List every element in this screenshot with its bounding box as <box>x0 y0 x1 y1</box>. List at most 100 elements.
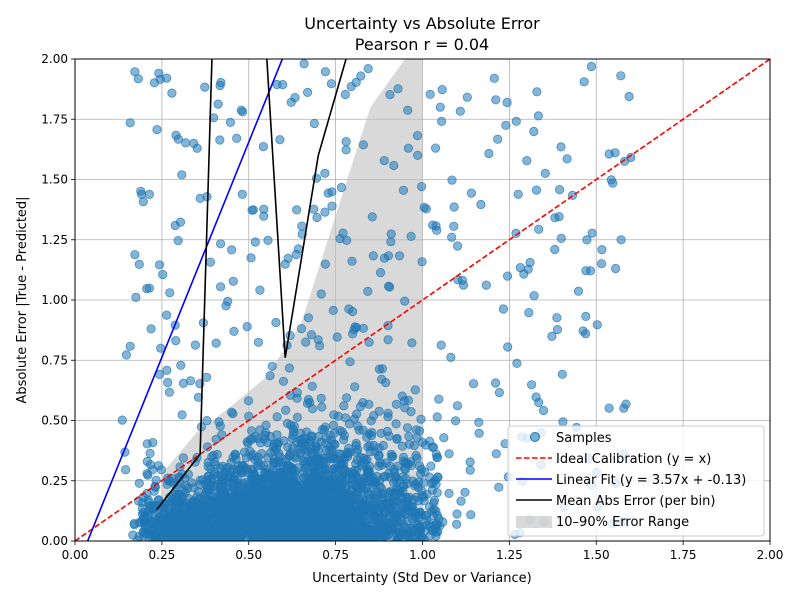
sample-point <box>415 469 426 479</box>
sample-point <box>253 457 263 467</box>
sample-point <box>327 527 337 537</box>
sample-point <box>379 156 389 166</box>
sample-point <box>432 412 442 422</box>
sample-point <box>148 437 158 448</box>
sample-point <box>253 473 263 484</box>
sample-point <box>215 135 225 145</box>
sample-point <box>278 376 289 386</box>
sample-point <box>616 71 626 81</box>
sample-point <box>432 225 442 235</box>
sample-point <box>244 411 254 421</box>
sample-point <box>121 465 131 475</box>
sample-point <box>403 105 413 115</box>
sample-point <box>218 480 229 490</box>
sample-point <box>255 525 265 535</box>
sample-point <box>276 512 286 522</box>
sample-point <box>512 358 522 368</box>
sample-point <box>201 503 211 514</box>
sample-point <box>356 71 366 81</box>
sample-point <box>534 224 544 234</box>
sample-point <box>239 447 250 457</box>
sample-point <box>248 205 258 215</box>
sample-point <box>432 452 442 462</box>
sample-point <box>428 511 438 521</box>
sample-point <box>606 175 616 185</box>
x-tick-label: 0.25 <box>149 548 176 562</box>
sample-point <box>558 417 568 427</box>
sample-point <box>332 332 342 342</box>
sample-point <box>200 528 210 538</box>
sample-point <box>292 205 302 215</box>
sample-point <box>455 106 465 116</box>
sample-point <box>216 282 226 292</box>
sample-point <box>163 476 173 486</box>
sample-point <box>241 484 251 494</box>
sample-point <box>363 64 373 74</box>
sample-point <box>338 228 348 238</box>
y-tick-label: 2.00 <box>41 52 68 66</box>
sample-point <box>501 120 511 130</box>
sample-point <box>383 320 393 331</box>
sample-point <box>450 416 461 426</box>
sample-point <box>586 61 597 72</box>
sample-point <box>207 452 217 462</box>
sample-point <box>343 488 353 498</box>
sample-point <box>134 259 144 269</box>
sample-point <box>234 461 244 471</box>
legend-label-fit: Linear Fit (y = 3.57x + -0.13) <box>556 473 746 488</box>
sample-point <box>533 111 544 121</box>
sample-point <box>466 510 476 520</box>
sample-point <box>171 130 181 140</box>
sample-point <box>316 289 326 299</box>
sample-point <box>145 448 155 458</box>
sample-point <box>309 118 319 129</box>
sample-point <box>335 527 345 537</box>
sample-point <box>489 73 499 83</box>
sample-point <box>403 143 413 153</box>
sample-point <box>368 251 378 261</box>
sample-point <box>137 189 147 199</box>
sample-point <box>363 286 373 296</box>
sample-point <box>384 503 394 513</box>
sample-point <box>301 337 311 347</box>
sample-point <box>130 67 140 77</box>
x-tick-label: 1.00 <box>409 548 436 562</box>
sample-point <box>394 251 405 261</box>
sample-point <box>350 382 360 392</box>
sample-point <box>138 528 148 538</box>
sample-point <box>351 77 361 88</box>
sample-point <box>236 105 246 115</box>
sample-point <box>498 304 508 314</box>
sample-point <box>327 445 337 455</box>
sample-point <box>189 527 199 537</box>
sample-point <box>376 483 387 493</box>
legend-label-range: 10–90% Error Range <box>556 515 689 530</box>
x-tick-label: 0.50 <box>235 548 262 562</box>
sample-point <box>263 235 273 245</box>
sample-point <box>202 372 212 382</box>
sample-point <box>462 92 472 102</box>
sample-point <box>436 340 446 350</box>
sample-point <box>173 236 183 246</box>
sample-point <box>340 89 350 100</box>
sample-point <box>621 399 631 409</box>
sample-point <box>202 192 212 202</box>
sample-point <box>385 513 395 523</box>
sample-point <box>616 235 626 245</box>
sample-point <box>592 320 602 330</box>
sample-point <box>347 256 357 266</box>
sample-point <box>366 430 377 441</box>
sample-point <box>271 529 281 540</box>
sample-point <box>610 263 621 274</box>
sample-point <box>259 488 269 498</box>
sample-point <box>435 102 445 112</box>
sample-point <box>287 462 297 472</box>
sample-point <box>125 118 135 128</box>
sample-point <box>383 335 393 345</box>
sample-point <box>374 450 384 460</box>
sample-point <box>449 221 459 231</box>
sample-point <box>341 145 351 155</box>
sample-point <box>375 267 386 278</box>
sample-point <box>205 257 215 267</box>
sample-point <box>229 326 239 336</box>
